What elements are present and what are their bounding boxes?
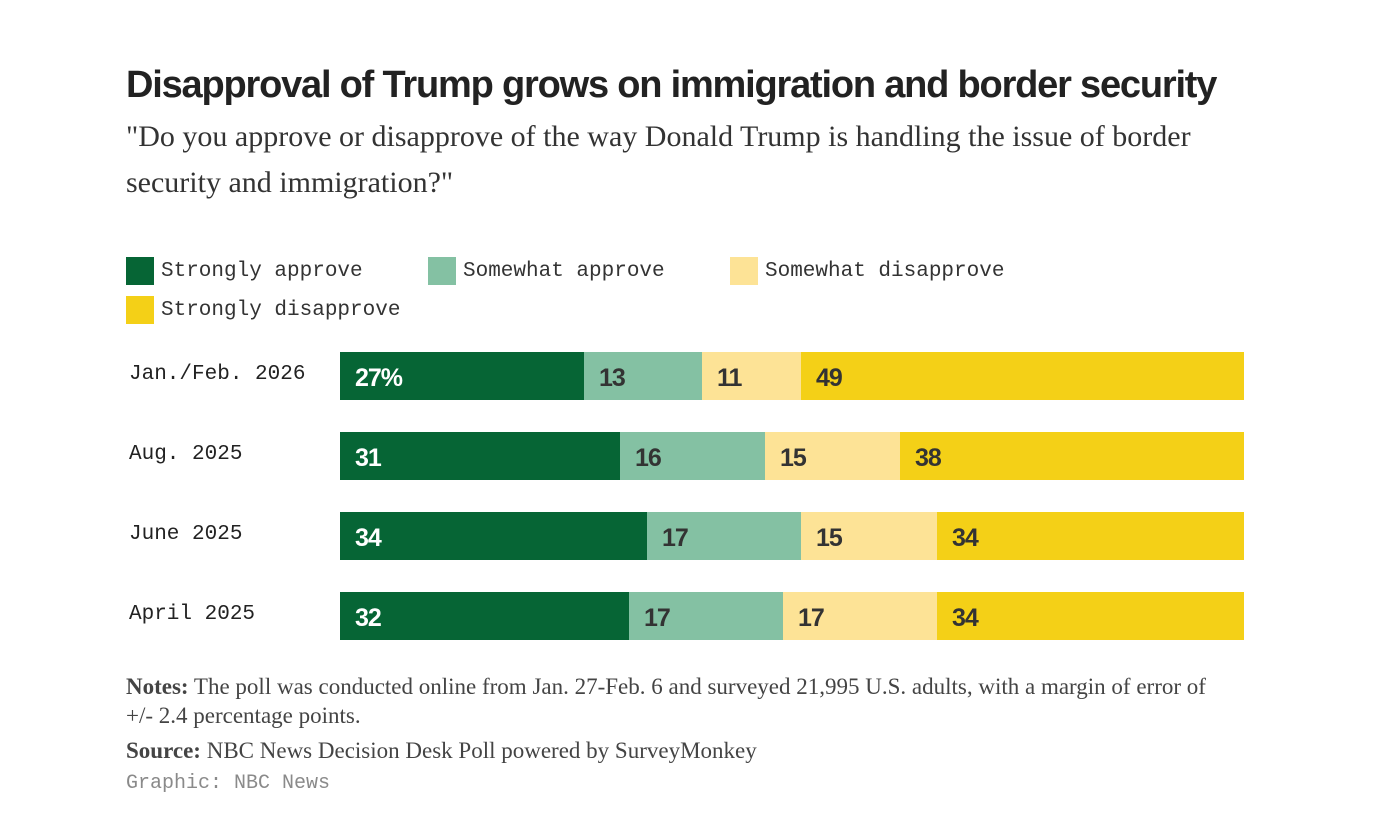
bar-segment [783, 592, 937, 640]
chart-header: Disapproval of Trump grows on immigratio… [126, 58, 1266, 206]
bar-segment [620, 432, 765, 480]
data-label: 17 [644, 604, 670, 632]
legend-swatch-strongly-disapprove [126, 296, 154, 324]
data-label: 38 [915, 444, 942, 472]
data-label: 32 [355, 604, 381, 632]
row-label: June 2025 [129, 523, 243, 546]
chart-title: Disapproval of Trump grows on immigratio… [126, 64, 1217, 106]
data-label: 13 [599, 364, 625, 392]
bar-segment [801, 512, 937, 560]
data-label: 27% [355, 364, 403, 392]
data-label: 17 [662, 524, 688, 552]
row-label: April 2025 [129, 603, 256, 626]
bar-segment [900, 432, 1244, 480]
data-label: 34 [952, 524, 979, 552]
legend-item-somewhat-approve: Somewhat approve [428, 257, 665, 285]
notes-label: Notes: [126, 674, 189, 699]
legend-label: Somewhat disapprove [765, 259, 1005, 283]
legend-item-strongly-disapprove: Strongly disapprove [126, 296, 400, 324]
data-label: 11 [717, 364, 743, 392]
legend-item-strongly-approve: Strongly approve [126, 257, 363, 285]
bar-segment [765, 432, 900, 480]
bar-segment [340, 592, 629, 640]
data-label: 31 [355, 444, 382, 472]
data-label: 49 [816, 364, 842, 392]
bar-segment [629, 592, 783, 640]
bar-segment [702, 352, 801, 400]
legend-swatch-strongly-approve [126, 257, 154, 285]
bar-segment [584, 352, 702, 400]
graphic-credit: Graphic: NBC News [126, 772, 331, 795]
bar-segment [340, 512, 647, 560]
legend-swatch-somewhat-approve [428, 257, 456, 285]
data-label: 34 [952, 604, 979, 632]
source: Source: NBC News Decision Desk Poll powe… [126, 736, 1226, 765]
legend-label: Somewhat approve [463, 259, 665, 283]
bar-segment [647, 512, 801, 560]
source-label: Source: [126, 738, 201, 763]
bar-segment [340, 432, 620, 480]
row-label: Aug. 2025 [129, 443, 243, 466]
legend-label: Strongly approve [161, 259, 363, 283]
data-label: 34 [355, 524, 382, 552]
bar-segment [801, 352, 1244, 400]
legend-label: Strongly disapprove [161, 298, 401, 322]
notes: Notes: The poll was conducted online fro… [126, 672, 1226, 730]
chart-subtitle: "Do you approve or disapprove of the way… [126, 120, 1191, 199]
source-text: NBC News Decision Desk Poll powered by S… [200, 738, 757, 763]
legend-swatch-somewhat-disapprove [730, 257, 758, 285]
row-label: Jan./Feb. 2026 [129, 363, 306, 386]
data-label: 15 [780, 444, 807, 472]
bar-segment [937, 512, 1244, 560]
notes-text: The poll was conducted online from Jan. … [126, 674, 1206, 728]
data-label: 17 [798, 604, 824, 632]
data-label: 16 [635, 444, 661, 472]
legend-item-somewhat-disapprove: Somewhat disapprove [730, 257, 1004, 285]
bar-segment [937, 592, 1244, 640]
data-label: 15 [816, 524, 843, 552]
bar-segment [340, 352, 584, 400]
